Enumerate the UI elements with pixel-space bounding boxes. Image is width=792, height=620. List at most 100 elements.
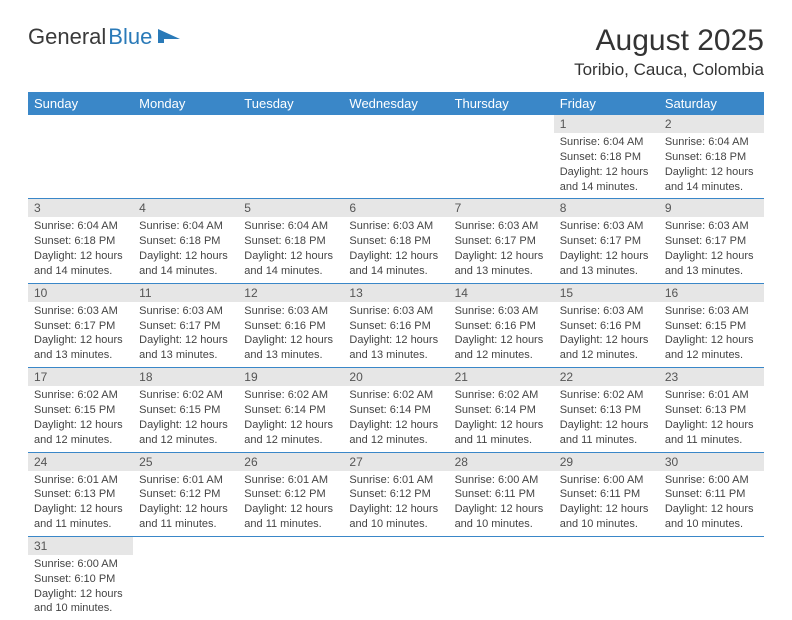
day-number: 5	[238, 199, 343, 217]
daylight-text: Daylight: 12 hours and 13 minutes.	[665, 249, 758, 279]
daylight-text: Daylight: 12 hours and 11 minutes.	[455, 418, 548, 448]
sunrise-text: Sunrise: 6:01 AM	[244, 473, 337, 488]
sunrise-text: Sunrise: 6:03 AM	[455, 304, 548, 319]
daylight-text: Daylight: 12 hours and 10 minutes.	[560, 502, 653, 532]
daylight-text: Daylight: 12 hours and 13 minutes.	[455, 249, 548, 279]
day-number: 31	[28, 537, 133, 555]
day-info: Sunrise: 6:02 AMSunset: 6:14 PMDaylight:…	[343, 386, 448, 451]
calendar-cell: 24Sunrise: 6:01 AMSunset: 6:13 PMDayligh…	[28, 452, 133, 536]
sunrise-text: Sunrise: 6:03 AM	[349, 304, 442, 319]
day-number: 15	[554, 284, 659, 302]
day-info: Sunrise: 6:03 AMSunset: 6:17 PMDaylight:…	[659, 217, 764, 282]
daylight-text: Daylight: 12 hours and 10 minutes.	[349, 502, 442, 532]
day-info: Sunrise: 6:03 AMSunset: 6:16 PMDaylight:…	[449, 302, 554, 367]
daylight-text: Daylight: 12 hours and 13 minutes.	[560, 249, 653, 279]
day-info: Sunrise: 6:03 AMSunset: 6:16 PMDaylight:…	[238, 302, 343, 367]
day-info: Sunrise: 6:01 AMSunset: 6:13 PMDaylight:…	[28, 471, 133, 536]
sunrise-text: Sunrise: 6:00 AM	[455, 473, 548, 488]
calendar-cell: 25Sunrise: 6:01 AMSunset: 6:12 PMDayligh…	[133, 452, 238, 536]
calendar-week-row: 24Sunrise: 6:01 AMSunset: 6:13 PMDayligh…	[28, 452, 764, 536]
logo-text-2: Blue	[108, 24, 152, 50]
sunrise-text: Sunrise: 6:01 AM	[349, 473, 442, 488]
day-info: Sunrise: 6:01 AMSunset: 6:12 PMDaylight:…	[238, 471, 343, 536]
daylight-text: Daylight: 12 hours and 14 minutes.	[560, 165, 653, 195]
calendar-cell	[343, 536, 448, 620]
calendar-cell	[449, 115, 554, 199]
location-text: Toribio, Cauca, Colombia	[574, 60, 764, 80]
day-info: Sunrise: 6:02 AMSunset: 6:15 PMDaylight:…	[133, 386, 238, 451]
calendar-cell: 4Sunrise: 6:04 AMSunset: 6:18 PMDaylight…	[133, 199, 238, 283]
sunset-text: Sunset: 6:16 PM	[560, 319, 653, 334]
sunset-text: Sunset: 6:14 PM	[455, 403, 548, 418]
day-number: 1	[554, 115, 659, 133]
day-number: 23	[659, 368, 764, 386]
day-header-sun: Sunday	[28, 92, 133, 115]
day-info: Sunrise: 6:02 AMSunset: 6:15 PMDaylight:…	[28, 386, 133, 451]
day-number: 25	[133, 453, 238, 471]
day-number: 11	[133, 284, 238, 302]
calendar-week-row: 17Sunrise: 6:02 AMSunset: 6:15 PMDayligh…	[28, 368, 764, 452]
sunset-text: Sunset: 6:17 PM	[560, 234, 653, 249]
sunset-text: Sunset: 6:14 PM	[349, 403, 442, 418]
sunset-text: Sunset: 6:18 PM	[665, 150, 758, 165]
day-info: Sunrise: 6:04 AMSunset: 6:18 PMDaylight:…	[133, 217, 238, 282]
calendar-cell: 11Sunrise: 6:03 AMSunset: 6:17 PMDayligh…	[133, 283, 238, 367]
calendar-cell: 31Sunrise: 6:00 AMSunset: 6:10 PMDayligh…	[28, 536, 133, 620]
calendar-cell: 7Sunrise: 6:03 AMSunset: 6:17 PMDaylight…	[449, 199, 554, 283]
calendar-cell	[28, 115, 133, 199]
sunset-text: Sunset: 6:18 PM	[244, 234, 337, 249]
day-number: 10	[28, 284, 133, 302]
calendar-table: Sunday Monday Tuesday Wednesday Thursday…	[28, 92, 764, 620]
day-number: 4	[133, 199, 238, 217]
day-number: 19	[238, 368, 343, 386]
sunrise-text: Sunrise: 6:03 AM	[560, 304, 653, 319]
daylight-text: Daylight: 12 hours and 14 minutes.	[349, 249, 442, 279]
day-number: 27	[343, 453, 448, 471]
daylight-text: Daylight: 12 hours and 13 minutes.	[244, 333, 337, 363]
calendar-cell: 22Sunrise: 6:02 AMSunset: 6:13 PMDayligh…	[554, 368, 659, 452]
day-number: 22	[554, 368, 659, 386]
day-info: Sunrise: 6:04 AMSunset: 6:18 PMDaylight:…	[238, 217, 343, 282]
calendar-cell	[659, 536, 764, 620]
sunrise-text: Sunrise: 6:03 AM	[139, 304, 232, 319]
daylight-text: Daylight: 12 hours and 10 minutes.	[665, 502, 758, 532]
daylight-text: Daylight: 12 hours and 12 minutes.	[139, 418, 232, 448]
sunset-text: Sunset: 6:17 PM	[665, 234, 758, 249]
sunrise-text: Sunrise: 6:03 AM	[34, 304, 127, 319]
sunset-text: Sunset: 6:11 PM	[665, 487, 758, 502]
calendar-cell: 9Sunrise: 6:03 AMSunset: 6:17 PMDaylight…	[659, 199, 764, 283]
day-number: 3	[28, 199, 133, 217]
day-info: Sunrise: 6:03 AMSunset: 6:17 PMDaylight:…	[449, 217, 554, 282]
day-number: 6	[343, 199, 448, 217]
day-header-wed: Wednesday	[343, 92, 448, 115]
day-info: Sunrise: 6:01 AMSunset: 6:12 PMDaylight:…	[343, 471, 448, 536]
sunrise-text: Sunrise: 6:03 AM	[560, 219, 653, 234]
sunrise-text: Sunrise: 6:02 AM	[560, 388, 653, 403]
sunset-text: Sunset: 6:13 PM	[34, 487, 127, 502]
day-info: Sunrise: 6:00 AMSunset: 6:10 PMDaylight:…	[28, 555, 133, 620]
sunrise-text: Sunrise: 6:04 AM	[139, 219, 232, 234]
day-info: Sunrise: 6:00 AMSunset: 6:11 PMDaylight:…	[449, 471, 554, 536]
calendar-cell: 23Sunrise: 6:01 AMSunset: 6:13 PMDayligh…	[659, 368, 764, 452]
day-header-fri: Friday	[554, 92, 659, 115]
day-info: Sunrise: 6:03 AMSunset: 6:17 PMDaylight:…	[554, 217, 659, 282]
calendar-cell: 13Sunrise: 6:03 AMSunset: 6:16 PMDayligh…	[343, 283, 448, 367]
calendar-cell: 12Sunrise: 6:03 AMSunset: 6:16 PMDayligh…	[238, 283, 343, 367]
daylight-text: Daylight: 12 hours and 10 minutes.	[455, 502, 548, 532]
daylight-text: Daylight: 12 hours and 11 minutes.	[139, 502, 232, 532]
daylight-text: Daylight: 12 hours and 12 minutes.	[560, 333, 653, 363]
daylight-text: Daylight: 12 hours and 14 minutes.	[244, 249, 337, 279]
calendar-body: 1Sunrise: 6:04 AMSunset: 6:18 PMDaylight…	[28, 115, 764, 620]
day-number: 26	[238, 453, 343, 471]
day-number: 7	[449, 199, 554, 217]
day-header-sat: Saturday	[659, 92, 764, 115]
calendar-cell: 1Sunrise: 6:04 AMSunset: 6:18 PMDaylight…	[554, 115, 659, 199]
sunset-text: Sunset: 6:10 PM	[34, 572, 127, 587]
day-number: 9	[659, 199, 764, 217]
day-info: Sunrise: 6:03 AMSunset: 6:17 PMDaylight:…	[133, 302, 238, 367]
sunrise-text: Sunrise: 6:02 AM	[244, 388, 337, 403]
day-info: Sunrise: 6:04 AMSunset: 6:18 PMDaylight:…	[28, 217, 133, 282]
daylight-text: Daylight: 12 hours and 12 minutes.	[34, 418, 127, 448]
sunrise-text: Sunrise: 6:03 AM	[665, 219, 758, 234]
calendar-cell	[238, 115, 343, 199]
